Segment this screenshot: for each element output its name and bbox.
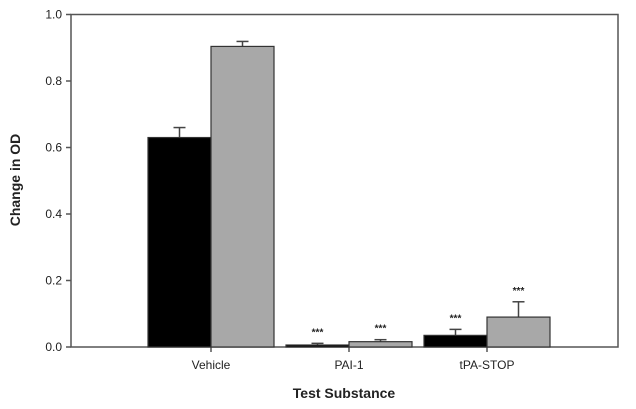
bars: *** *** *** *** (147, 40, 551, 348)
y-tick-label: 0.0 (45, 340, 62, 354)
bar (486, 316, 551, 348)
significance-label: *** (375, 324, 387, 335)
y-tick-label: 1.0 (45, 8, 62, 22)
significance-label: *** (450, 313, 462, 324)
x-axis-label: Test Substance (293, 385, 396, 401)
y-axis-label: Change in OD (7, 134, 23, 227)
significance-label: *** (513, 286, 525, 297)
y-tick-label: 0.4 (45, 207, 62, 221)
y-tick-label: 0.2 (45, 274, 62, 288)
y-tick-label: 0.6 (45, 141, 62, 155)
x-tick-label: tPA-STOP (460, 358, 515, 372)
bar (210, 45, 275, 348)
significance-label: *** (312, 327, 324, 338)
x-tick-label: Vehicle (192, 358, 231, 372)
y-tick-label: 0.8 (45, 74, 62, 88)
bar (348, 341, 413, 348)
bar (147, 136, 212, 348)
x-tick-label: PAI-1 (334, 358, 363, 372)
bar (423, 334, 488, 348)
bar (285, 344, 350, 348)
